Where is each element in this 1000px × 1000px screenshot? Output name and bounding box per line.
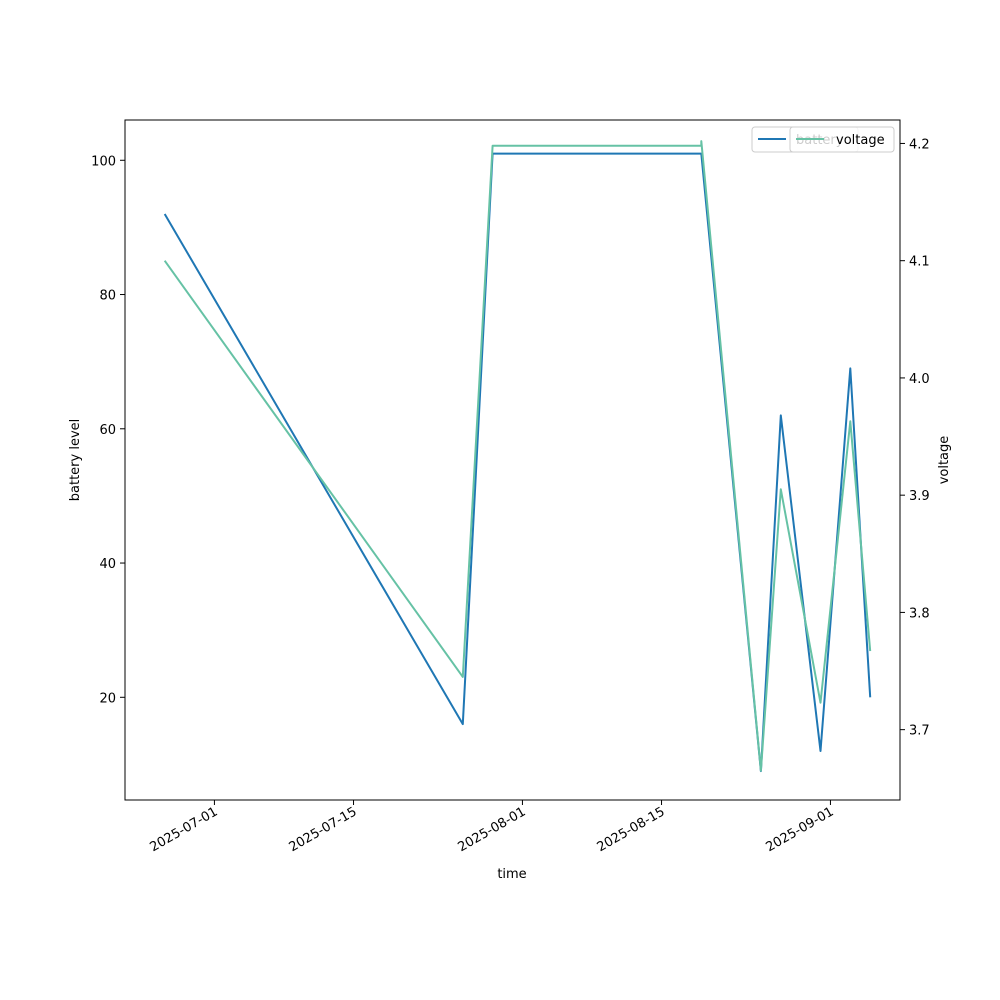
x-tick-label: 2025-07-15 — [287, 804, 360, 855]
x-tick-label: 2025-08-01 — [455, 804, 528, 855]
plot-area — [124, 119, 901, 801]
y-axis-title: battery level — [68, 419, 83, 502]
x-axis-title: time — [497, 867, 526, 882]
y2-tick-label: 4.1 — [909, 255, 930, 270]
legend-voltage: voltage — [789, 126, 895, 153]
y2-tick-label: 3.7 — [909, 724, 930, 739]
legend-voltage-box — [789, 126, 895, 153]
y2-axis-title: voltage — [937, 436, 952, 485]
series-line-voltage — [163, 140, 872, 772]
x-axis: 2025-07-01 2025-07-15 2025-08-01 2025-08-15… — [147, 800, 836, 855]
y-tick-label: 40 — [99, 557, 116, 572]
x-tick-label: 2025-09-01 — [764, 804, 837, 855]
y-tick-label: 20 — [99, 691, 116, 706]
y2-tick-label: 3.8 — [909, 606, 930, 621]
series-layer — [163, 140, 872, 773]
plot-frame — [124, 119, 901, 801]
y-axis-left: 20 40 60 80 100 — [91, 154, 125, 706]
y2-tick-label: 4.2 — [909, 137, 930, 152]
legend-voltage-label: voltage — [836, 133, 885, 148]
y-axis-right: 3.7 3.8 3.9 4.0 4.1 4.2 — [900, 137, 930, 739]
y2-tick-label: 3.9 — [909, 489, 930, 504]
x-tick-label: 2025-07-01 — [147, 804, 220, 855]
x-tick-label: 2025-08-15 — [595, 804, 668, 855]
y-tick-label: 60 — [99, 423, 116, 438]
y-tick-label: 100 — [91, 154, 116, 169]
y2-tick-label: 4.0 — [909, 372, 930, 387]
y-tick-label: 80 — [99, 289, 116, 304]
